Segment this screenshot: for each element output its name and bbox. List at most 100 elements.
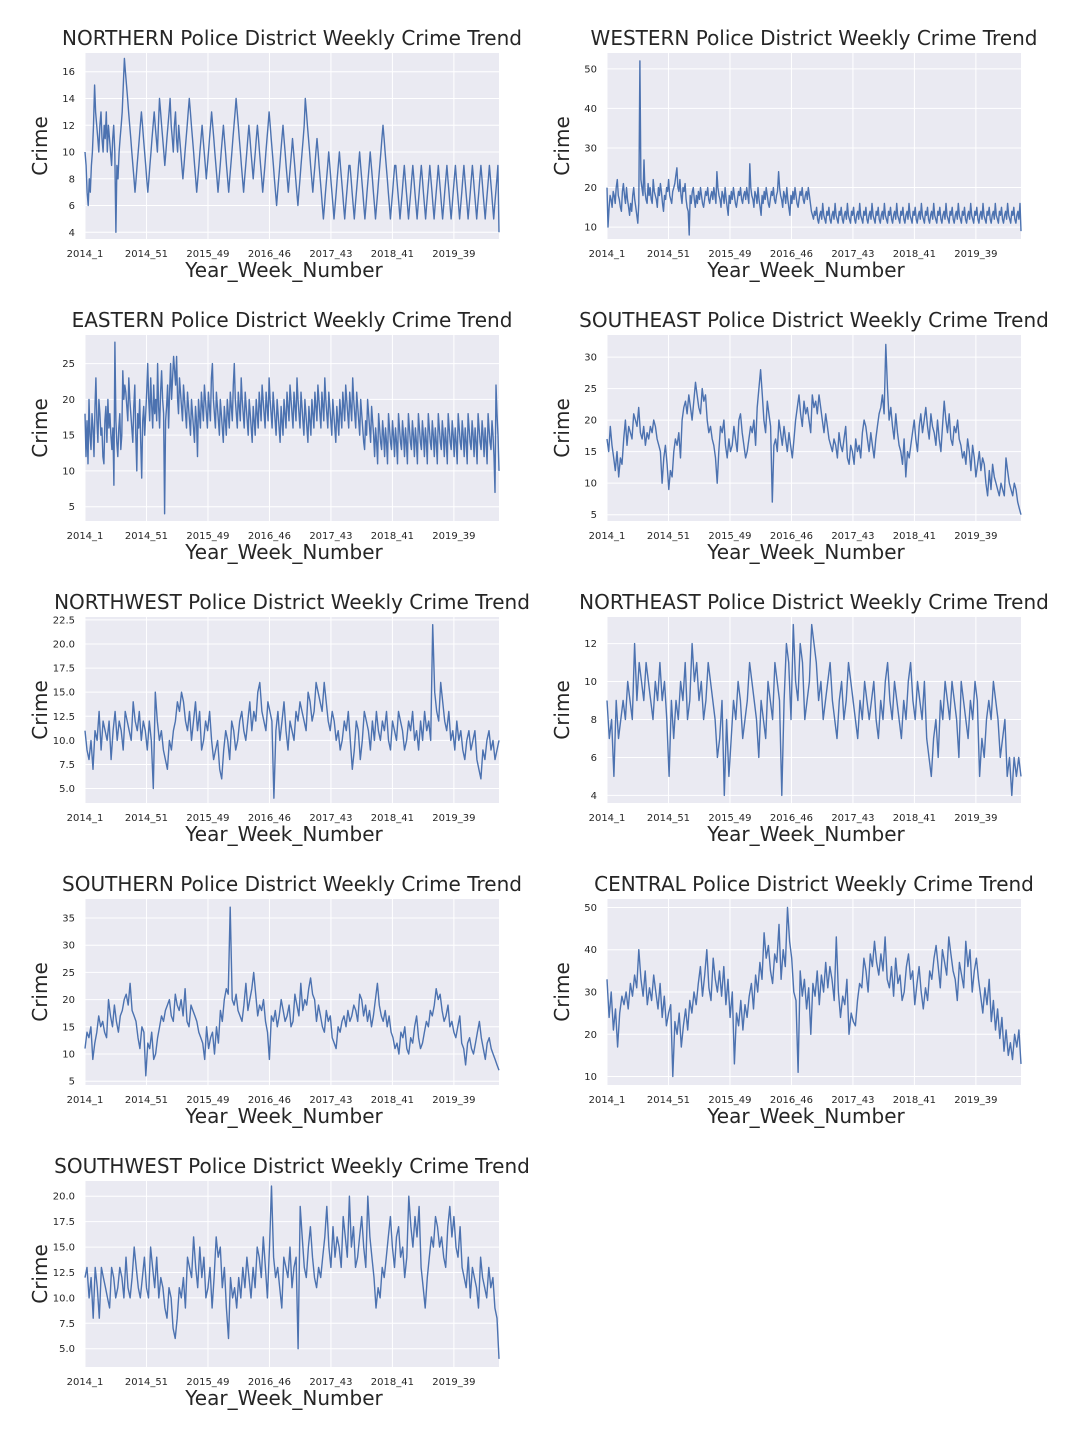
x-tick-label: 2018_41 — [371, 1095, 414, 1106]
x-axis-label: Year_Week_Number — [184, 822, 383, 846]
x-tick-label: 2014_1 — [67, 249, 104, 260]
x-tick-label: 2019_39 — [954, 249, 997, 260]
x-tick-label: 2017_43 — [831, 249, 874, 260]
chart-title: SOUTHWEST Police District Weekly Crime T… — [54, 1154, 530, 1178]
y-tick-label: 22.5 — [53, 615, 75, 626]
x-tick-label: 2017_43 — [309, 1377, 352, 1388]
x-tick-label: 2014_51 — [125, 813, 168, 824]
plot-area — [85, 335, 499, 521]
x-tick-label: 2016_46 — [248, 1377, 291, 1388]
y-axis-label: Crime — [550, 680, 574, 740]
x-tick-label: 2018_41 — [371, 531, 414, 542]
x-tick-label: 2016_46 — [770, 813, 813, 824]
x-tick-label: 2015_49 — [186, 1095, 229, 1106]
y-tick-label: 40 — [584, 104, 597, 115]
y-tick-label: 7.5 — [59, 760, 75, 771]
y-tick-label: 10 — [62, 466, 75, 477]
y-tick-label: 12.5 — [53, 712, 75, 723]
x-axis-label: Year_Week_Number — [706, 540, 905, 564]
y-tick-label: 8 — [591, 715, 597, 726]
x-tick-label: 2018_41 — [371, 813, 414, 824]
y-tick-label: 15.0 — [53, 1243, 75, 1254]
x-tick-label: 2014_51 — [647, 249, 690, 260]
x-tick-label: 2014_51 — [647, 531, 690, 542]
chart-panel-4: 5 10 15 20 25 30 2014_1 2014_51 2015_49 2016_46 20… — [550, 308, 1049, 564]
y-tick-label: 6 — [69, 201, 75, 212]
x-tick-label: 2015_49 — [186, 1377, 229, 1388]
x-tick-label: 2016_46 — [248, 249, 291, 260]
x-tick-label: 2018_41 — [893, 813, 936, 824]
y-tick-label: 10 — [584, 677, 597, 688]
y-tick-label: 5.0 — [59, 1344, 75, 1355]
x-tick-label: 2019_39 — [432, 1377, 475, 1388]
y-tick-label: 25 — [584, 384, 597, 395]
x-axis-label: Year_Week_Number — [184, 258, 383, 282]
y-tick-label: 12 — [62, 121, 75, 132]
y-tick-label: 20.0 — [53, 639, 75, 650]
y-tick-label: 10.0 — [53, 1293, 75, 1304]
y-tick-label: 4 — [69, 228, 75, 239]
y-tick-label: 12.5 — [53, 1268, 75, 1279]
y-tick-label: 10.0 — [53, 736, 75, 747]
y-tick-label: 50 — [584, 64, 597, 75]
series-line — [84, 1185, 500, 1359]
y-tick-label: 17.5 — [53, 664, 75, 675]
x-tick-label: 2015_49 — [708, 531, 751, 542]
series-line — [606, 343, 1022, 515]
x-tick-label: 2014_51 — [647, 813, 690, 824]
plot-area — [607, 335, 1021, 521]
y-tick-label: 10 — [62, 148, 75, 159]
x-tick-label: 2014_1 — [67, 1095, 104, 1106]
x-tick-label: 2017_43 — [309, 249, 352, 260]
x-tick-label: 2017_43 — [831, 531, 874, 542]
x-tick-label: 2017_43 — [309, 813, 352, 824]
y-tick-label: 20 — [62, 995, 75, 1006]
chart-panel-8: 10 20 30 40 50 2014_1 2014_51 2015_49 2016_46 201… — [550, 872, 1034, 1128]
y-tick-label: 8 — [69, 174, 75, 185]
x-tick-label: 2019_39 — [432, 1095, 475, 1106]
y-tick-label: 20 — [584, 416, 597, 427]
y-tick-label: 15.0 — [53, 688, 75, 699]
chart-panel-9: 5.0 7.5 10.0 12.5 15.0 17.5 20.0 2014_1 2014_51 2… — [28, 1154, 530, 1410]
y-tick-label: 6 — [591, 753, 597, 764]
chart-panel-3: 5 10 15 20 25 2014_1 2014_51 2015_49 2016_46 2017… — [28, 308, 512, 564]
y-tick-label: 30 — [584, 353, 597, 364]
chart-title: WESTERN Police District Weekly Crime Tre… — [591, 26, 1038, 50]
y-tick-label: 5 — [591, 510, 597, 521]
x-tick-label: 2019_39 — [954, 1095, 997, 1106]
y-tick-label: 12 — [584, 639, 597, 650]
series-line — [84, 341, 500, 515]
x-tick-label: 2014_1 — [589, 1095, 626, 1106]
y-tick-label: 17.5 — [53, 1217, 75, 1228]
x-tick-label: 2015_49 — [186, 249, 229, 260]
x-tick-label: 2014_1 — [589, 531, 626, 542]
x-tick-label: 2014_1 — [589, 249, 626, 260]
y-tick-label: 10 — [584, 479, 597, 490]
x-tick-label: 2014_51 — [125, 1377, 168, 1388]
series-line — [606, 623, 1022, 797]
y-tick-label: 25 — [62, 968, 75, 979]
x-axis-label: Year_Week_Number — [184, 540, 383, 564]
y-axis-label: Crime — [550, 398, 574, 458]
y-tick-label: 20 — [584, 183, 597, 194]
y-tick-label: 30 — [584, 988, 597, 999]
y-axis-label: Crime — [550, 116, 574, 176]
chart-title: CENTRAL Police District Weekly Crime Tre… — [594, 872, 1034, 896]
x-axis-label: Year_Week_Number — [184, 1104, 383, 1128]
y-tick-label: 5.0 — [59, 784, 75, 795]
y-axis-label: Crime — [550, 962, 574, 1022]
x-tick-label: 2018_41 — [371, 1377, 414, 1388]
chart-panel-1: 4 6 8 10 12 14 16 2014_1 2014_51 2015_49 2016_46 20… — [28, 26, 522, 282]
x-tick-label: 2019_39 — [432, 813, 475, 824]
chart-title: NORTHEAST Police District Weekly Crime T… — [579, 590, 1049, 614]
y-tick-label: 20.0 — [53, 1192, 75, 1203]
x-tick-label: 2015_49 — [186, 531, 229, 542]
x-axis-label: Year_Week_Number — [706, 1104, 905, 1128]
x-tick-label: 2017_43 — [831, 1095, 874, 1106]
x-tick-label: 2014_51 — [125, 249, 168, 260]
x-tick-label: 2014_1 — [67, 531, 104, 542]
x-tick-label: 2016_46 — [770, 531, 813, 542]
x-tick-label: 2016_46 — [770, 1095, 813, 1106]
x-tick-label: 2015_49 — [186, 813, 229, 824]
